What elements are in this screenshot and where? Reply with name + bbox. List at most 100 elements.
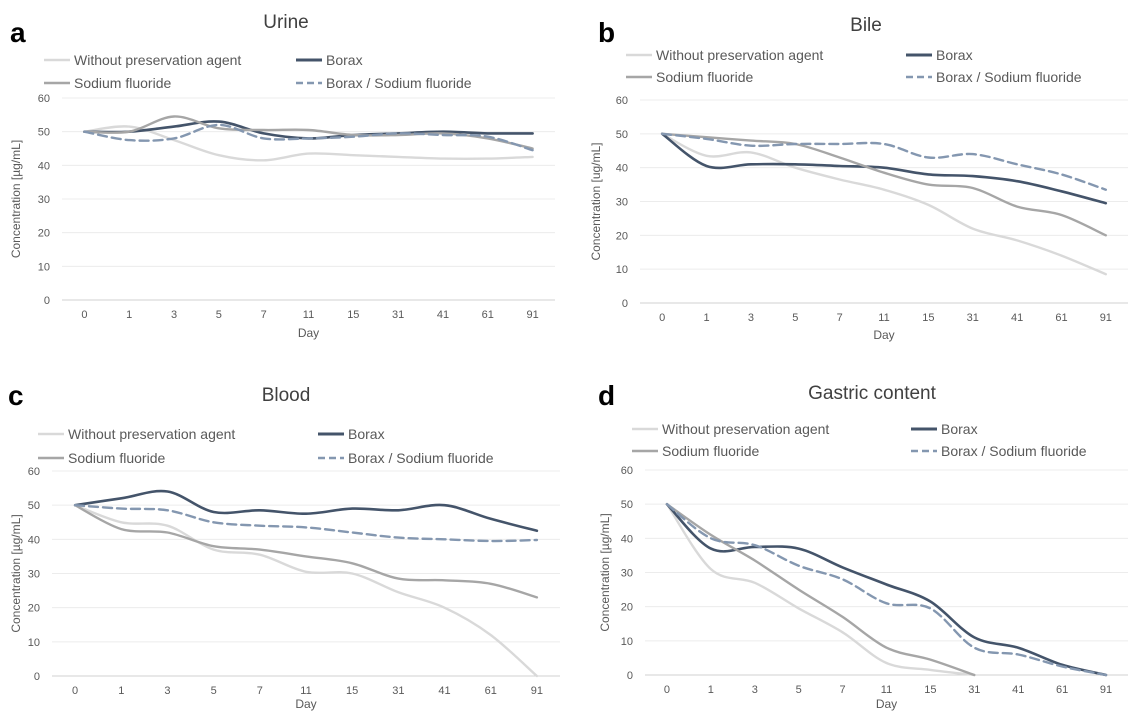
x-tick-label: 41 <box>437 309 449 321</box>
x-tick-label: 15 <box>347 309 359 321</box>
series-line-2 <box>660 132 1108 205</box>
y-tick-label: 0 <box>627 670 633 682</box>
panel-d: d Gastric content Without preservation age… <box>598 380 1128 711</box>
chart-title: Blood <box>262 385 311 406</box>
y-tick-label: 20 <box>621 602 633 614</box>
x-tick-label: 1 <box>703 312 709 324</box>
x-tick-label: 11 <box>303 309 314 321</box>
legend-label: Sodium fluoride <box>662 443 759 459</box>
y-tick-label: 60 <box>616 95 628 107</box>
legend-label: Borax <box>348 426 385 442</box>
y-tick-label: 60 <box>38 93 50 105</box>
x-tick-label: 91 <box>531 685 543 697</box>
x-tick-label: 5 <box>796 684 802 696</box>
x-tick-label: 41 <box>1011 312 1023 324</box>
y-tick-label: 50 <box>616 129 628 141</box>
x-tick-label: 61 <box>485 685 497 697</box>
x-tick-label: 15 <box>924 684 936 696</box>
y-tick-label: 40 <box>28 534 40 546</box>
y-tick-label: 30 <box>38 194 50 206</box>
y-tick-label: 10 <box>616 264 628 276</box>
x-tick-label: 41 <box>438 685 450 697</box>
series-line-2 <box>73 489 539 533</box>
panel-letter: a <box>10 17 26 48</box>
x-tick-label: 5 <box>792 312 798 324</box>
series-line-4 <box>83 123 534 152</box>
chart-title: Bile <box>850 15 882 36</box>
series-line-3 <box>83 115 534 150</box>
x-tick-label: 31 <box>967 312 979 324</box>
x-tick-label: 11 <box>300 685 311 697</box>
x-tick-label: 11 <box>881 684 892 696</box>
legend-label: Sodium fluoride <box>656 69 753 85</box>
x-tick-label: 3 <box>171 309 177 321</box>
legend-label: Borax / Sodium fluoride <box>326 75 472 91</box>
y-tick-label: 60 <box>621 465 633 477</box>
y-tick-label: 0 <box>44 295 50 307</box>
x-axis-label: Day <box>873 328 894 342</box>
x-tick-label: 3 <box>752 684 758 696</box>
panel-letter: b <box>598 17 615 48</box>
y-tick-label: 40 <box>616 163 628 175</box>
x-tick-label: 0 <box>659 312 665 324</box>
y-tick-label: 40 <box>621 533 633 545</box>
y-tick-label: 40 <box>38 160 50 172</box>
series-line-4 <box>661 132 1107 191</box>
x-tick-label: 7 <box>257 685 263 697</box>
series-line-3 <box>665 503 976 677</box>
y-tick-label: 30 <box>621 568 633 580</box>
series-line-4 <box>73 504 539 543</box>
legend-label: Without preservation agent <box>68 426 235 442</box>
x-tick-label: 31 <box>392 309 404 321</box>
x-tick-label: 7 <box>840 684 846 696</box>
legend-label: Sodium fluoride <box>68 450 165 466</box>
y-tick-label: 30 <box>28 569 40 581</box>
y-tick-label: 50 <box>621 499 633 511</box>
legend-label: Without preservation agent <box>656 47 823 63</box>
y-tick-label: 20 <box>38 228 50 240</box>
series-line-1 <box>665 503 976 677</box>
x-axis-label: Day <box>876 697 897 711</box>
legend-label: Borax / Sodium fluoride <box>348 450 494 466</box>
x-tick-label: 0 <box>81 309 87 321</box>
x-tick-label: 91 <box>1100 312 1112 324</box>
y-tick-label: 60 <box>28 466 40 478</box>
legend-label: Without preservation agent <box>74 52 241 68</box>
x-tick-label: 11 <box>878 312 889 324</box>
x-tick-label: 3 <box>748 312 754 324</box>
x-tick-label: 41 <box>1012 684 1024 696</box>
y-tick-label: 10 <box>621 636 633 648</box>
x-tick-label: 0 <box>72 685 78 697</box>
series-line-4 <box>665 503 1108 677</box>
legend-label: Borax <box>941 421 978 437</box>
x-tick-label: 31 <box>968 684 980 696</box>
panel-b: b Bile Without preservation agent Borax Sodi… <box>589 15 1128 342</box>
y-axis-label: Concentration [ug/mL] <box>589 142 603 260</box>
x-tick-label: 15 <box>922 312 934 324</box>
legend-label: Without preservation agent <box>662 421 829 437</box>
series-line-3 <box>73 504 539 599</box>
chart-title: Urine <box>263 12 308 33</box>
x-tick-label: 3 <box>164 685 170 697</box>
series-line-2 <box>665 502 1108 677</box>
x-tick-label: 61 <box>482 309 494 321</box>
series-line-1 <box>83 125 534 162</box>
x-tick-label: 61 <box>1056 684 1068 696</box>
panel-letter: d <box>598 380 615 411</box>
x-axis-label: Day <box>298 326 319 340</box>
legend-label: Borax / Sodium fluoride <box>936 69 1082 85</box>
y-axis-label: Concentration [µg/mL] <box>9 514 23 632</box>
x-tick-label: 1 <box>708 684 714 696</box>
y-axis-label: Concentration [µg/mL] <box>9 140 23 258</box>
chart-title: Gastric content <box>808 383 936 404</box>
x-tick-label: 15 <box>346 685 358 697</box>
x-tick-label: 91 <box>526 309 538 321</box>
y-tick-label: 0 <box>622 298 628 310</box>
y-tick-label: 10 <box>38 261 50 273</box>
x-tick-label: 61 <box>1055 312 1067 324</box>
panel-a: a Urine Without preservation agent Borax Sod… <box>9 12 555 340</box>
y-tick-label: 50 <box>38 127 50 139</box>
panel-c: c Blood Without preservation agent Borax Sod… <box>8 380 560 711</box>
y-tick-label: 20 <box>616 230 628 242</box>
